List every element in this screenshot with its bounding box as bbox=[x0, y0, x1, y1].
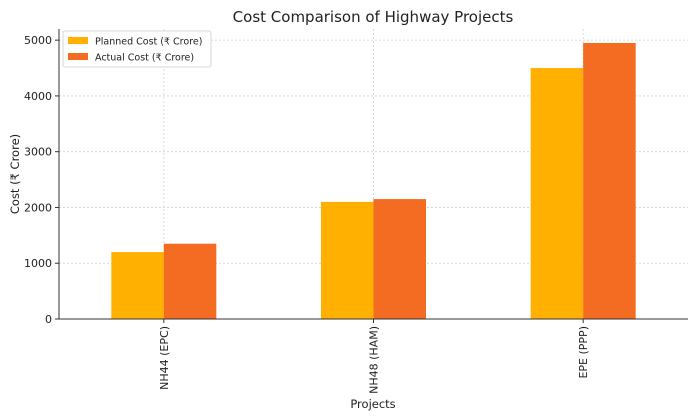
bar-planned-2 bbox=[530, 68, 584, 320]
y-tick-label: 1000 bbox=[24, 257, 52, 270]
bar-actual-1 bbox=[373, 199, 426, 319]
bar-planned-0 bbox=[111, 252, 164, 319]
legend-label-planned: Planned Cost (₹ Crore) bbox=[95, 37, 202, 48]
legend-swatch-actual bbox=[68, 53, 88, 60]
tick-labels: 0 1000 2000 3000 4000 5000 NH44 (EPC) NH48 (HAM… bbox=[24, 34, 590, 394]
y-tick-label: 3000 bbox=[24, 146, 52, 159]
bar-planned-1 bbox=[321, 201, 374, 319]
legend-label-actual: Actual Cost (₹ Crore) bbox=[95, 53, 194, 64]
legend-box bbox=[62, 30, 212, 68]
axes bbox=[55, 29, 688, 323]
legend-swatch-planned bbox=[68, 37, 88, 44]
x-tick-label: NH44 (EPC) bbox=[158, 326, 171, 390]
y-axis-label: Cost (₹ Crore) bbox=[8, 134, 22, 214]
y-tick-label: 0 bbox=[45, 313, 52, 326]
y-tick-label: 2000 bbox=[24, 201, 52, 214]
x-tick-label: EPE (PPP) bbox=[577, 326, 590, 379]
bar-actual-2 bbox=[583, 42, 636, 319]
y-tick-label: 4000 bbox=[24, 90, 52, 103]
x-axis-label: Projects bbox=[350, 397, 395, 411]
bars bbox=[111, 42, 636, 320]
chart-title: Cost Comparison of Highway Projects bbox=[233, 8, 514, 26]
bar-actual-0 bbox=[163, 243, 217, 319]
y-tick-label: 5000 bbox=[24, 34, 52, 47]
legend: Planned Cost (₹ Crore) Actual Cost (₹ Cr… bbox=[62, 30, 212, 68]
x-tick-label: NH48 (HAM) bbox=[368, 326, 381, 394]
